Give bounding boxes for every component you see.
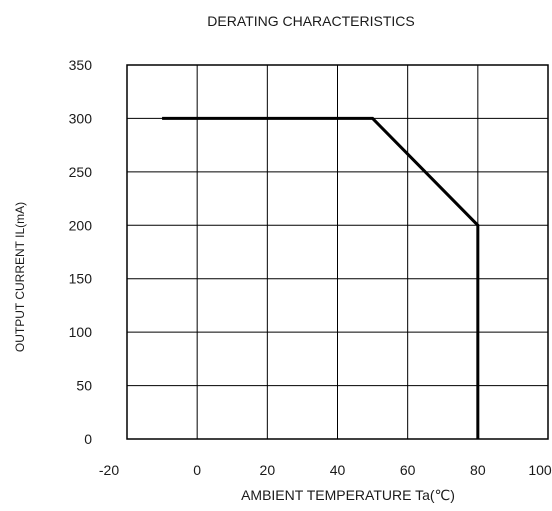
x-tick-label: 0 xyxy=(193,462,201,478)
plot-frame xyxy=(126,64,549,440)
x-tick-label: 80 xyxy=(470,462,486,478)
x-tick-label: -20 xyxy=(99,462,119,478)
y-tick-label: 200 xyxy=(69,217,93,233)
chart-title: DERATING CHARACTERISTICS xyxy=(207,13,414,29)
x-tick-label: 20 xyxy=(260,462,276,478)
y-tick-label: 100 xyxy=(69,324,93,340)
x-tick-label: 100 xyxy=(528,462,552,478)
x-axis-label: AMBIENT TEMPERATURE Ta(℃) xyxy=(241,487,455,503)
y-tick-label: 150 xyxy=(69,271,93,287)
series-line xyxy=(162,116,480,439)
y-tick-label: 350 xyxy=(69,57,93,73)
x-tick-label: 60 xyxy=(400,462,416,478)
x-tick-label: 40 xyxy=(330,462,346,478)
y-tick-label: 0 xyxy=(84,431,92,447)
y-tick-label: 50 xyxy=(76,378,92,394)
y-tick-label: 300 xyxy=(69,110,93,126)
x-tick-labels: -20 0 20 40 60 80 100 xyxy=(99,462,552,478)
grid xyxy=(127,65,548,439)
series-layer xyxy=(162,116,480,439)
y-tick-labels: 0 50 100 150 200 250 300 350 xyxy=(69,57,93,447)
y-tick-label: 250 xyxy=(69,164,93,180)
y-axis-label: OUTPUT CURRENT IL(mA) xyxy=(13,202,27,352)
